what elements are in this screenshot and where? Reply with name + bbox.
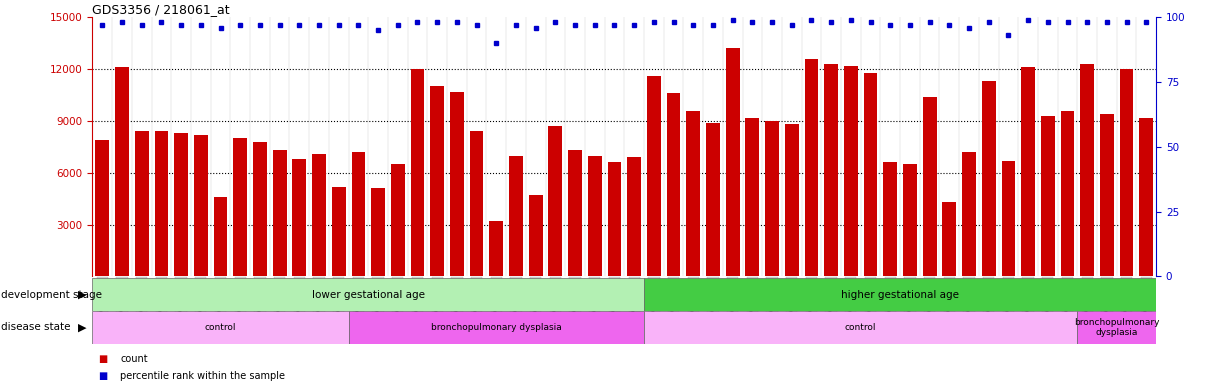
Bar: [371, 189, 385, 276]
Text: control: control: [204, 323, 236, 332]
Bar: [1021, 68, 1034, 276]
Bar: [135, 131, 148, 276]
Bar: [706, 123, 719, 276]
Bar: [1081, 64, 1094, 276]
Bar: [1100, 114, 1114, 276]
Bar: [391, 164, 405, 276]
Text: development stage: development stage: [1, 290, 102, 300]
Text: lower gestational age: lower gestational age: [312, 290, 425, 300]
Text: bronchopulmonary
dysplasia: bronchopulmonary dysplasia: [1075, 318, 1160, 337]
Text: ▶: ▶: [78, 322, 86, 333]
Bar: [194, 135, 208, 276]
Bar: [644, 311, 1077, 344]
Bar: [312, 154, 326, 276]
Bar: [982, 81, 996, 276]
Bar: [92, 311, 348, 344]
Bar: [431, 86, 444, 276]
Bar: [884, 162, 897, 276]
Bar: [332, 187, 346, 276]
Bar: [1139, 118, 1154, 276]
Bar: [1002, 161, 1015, 276]
Bar: [253, 142, 267, 276]
Bar: [470, 131, 483, 276]
Bar: [824, 64, 839, 276]
Text: percentile rank within the sample: percentile rank within the sample: [120, 371, 286, 381]
Text: GDS3356 / 218061_at: GDS3356 / 218061_at: [92, 3, 230, 16]
Text: ■: ■: [99, 354, 108, 364]
Bar: [95, 140, 110, 276]
Bar: [607, 162, 622, 276]
Text: count: count: [120, 354, 148, 364]
Bar: [686, 111, 700, 276]
Bar: [292, 159, 307, 276]
Text: bronchopulmonary dysplasia: bronchopulmonary dysplasia: [431, 323, 562, 332]
Bar: [529, 195, 543, 276]
Bar: [588, 156, 601, 276]
Bar: [922, 97, 937, 276]
Bar: [1120, 69, 1133, 276]
Bar: [549, 126, 562, 276]
Bar: [92, 278, 644, 311]
Bar: [1061, 111, 1075, 276]
Bar: [963, 152, 976, 276]
Text: ▶: ▶: [78, 290, 86, 300]
Bar: [627, 157, 641, 276]
Text: higher gestational age: higher gestational age: [841, 290, 959, 300]
Bar: [667, 93, 680, 276]
Bar: [450, 92, 464, 276]
Text: control: control: [845, 323, 876, 332]
Bar: [644, 278, 1156, 311]
Bar: [725, 48, 740, 276]
Bar: [348, 311, 644, 344]
Bar: [116, 68, 129, 276]
Bar: [214, 197, 228, 276]
Bar: [804, 59, 818, 276]
Bar: [843, 66, 858, 276]
Bar: [942, 202, 957, 276]
Bar: [765, 121, 779, 276]
Bar: [489, 221, 503, 276]
Bar: [273, 151, 286, 276]
Bar: [1077, 311, 1156, 344]
Bar: [352, 152, 365, 276]
Bar: [234, 138, 247, 276]
Bar: [903, 164, 916, 276]
Bar: [155, 131, 168, 276]
Bar: [410, 69, 425, 276]
Text: disease state: disease state: [1, 322, 71, 333]
Bar: [568, 151, 582, 276]
Bar: [174, 133, 187, 276]
Bar: [647, 76, 661, 276]
Bar: [864, 73, 877, 276]
Bar: [509, 156, 523, 276]
Bar: [1041, 116, 1055, 276]
Bar: [785, 124, 798, 276]
Text: ■: ■: [99, 371, 108, 381]
Bar: [746, 118, 759, 276]
